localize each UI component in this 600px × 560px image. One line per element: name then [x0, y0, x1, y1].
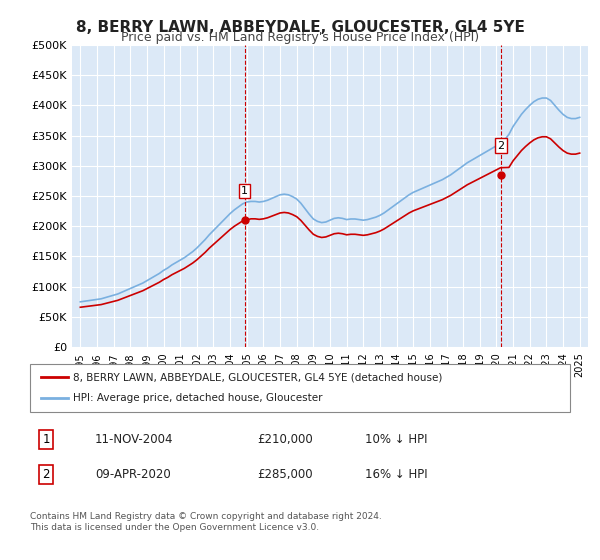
Text: 16% ↓ HPI: 16% ↓ HPI: [365, 468, 427, 482]
FancyBboxPatch shape: [30, 364, 570, 412]
Text: 11-NOV-2004: 11-NOV-2004: [95, 433, 173, 446]
Text: HPI: Average price, detached house, Gloucester: HPI: Average price, detached house, Glou…: [73, 393, 323, 403]
Text: 2: 2: [43, 468, 50, 482]
Text: 09-APR-2020: 09-APR-2020: [95, 468, 170, 482]
Text: Contains HM Land Registry data © Crown copyright and database right 2024.
This d: Contains HM Land Registry data © Crown c…: [30, 512, 382, 532]
Text: £285,000: £285,000: [257, 468, 313, 482]
Text: 8, BERRY LAWN, ABBEYDALE, GLOUCESTER, GL4 5YE: 8, BERRY LAWN, ABBEYDALE, GLOUCESTER, GL…: [76, 20, 524, 35]
Text: £210,000: £210,000: [257, 433, 313, 446]
Text: 10% ↓ HPI: 10% ↓ HPI: [365, 433, 427, 446]
Text: 8, BERRY LAWN, ABBEYDALE, GLOUCESTER, GL4 5YE (detached house): 8, BERRY LAWN, ABBEYDALE, GLOUCESTER, GL…: [73, 372, 443, 382]
Text: 2: 2: [497, 141, 505, 151]
Text: Price paid vs. HM Land Registry's House Price Index (HPI): Price paid vs. HM Land Registry's House …: [121, 31, 479, 44]
Text: 1: 1: [241, 186, 248, 196]
Text: 1: 1: [43, 433, 50, 446]
